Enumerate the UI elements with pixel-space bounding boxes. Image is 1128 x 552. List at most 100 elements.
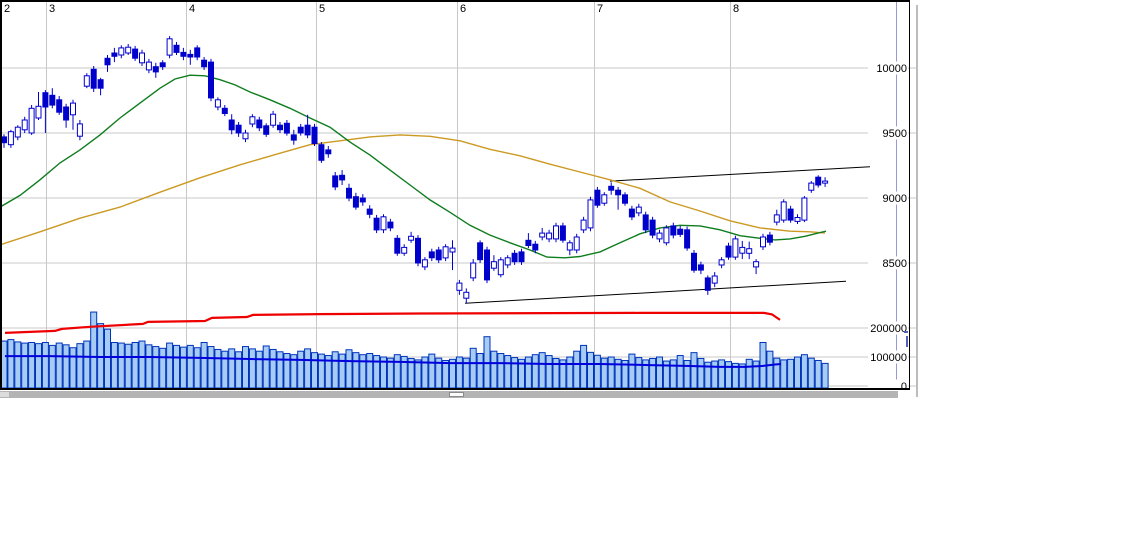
candle-down — [97, 79, 104, 89]
price-axis-label: 9500 — [883, 128, 907, 140]
candle-up — [380, 216, 387, 231]
horizontal-scrollbar[interactable] — [0, 391, 898, 398]
candle-down — [132, 48, 139, 59]
x-axis-label: 6 — [460, 3, 466, 15]
candle-down — [415, 237, 421, 264]
candle-up — [145, 61, 152, 71]
candle-up — [421, 259, 428, 268]
volume-bar — [338, 353, 346, 389]
candle-down — [318, 144, 325, 161]
x-axis-label: 2 — [4, 3, 10, 15]
volume-bar — [373, 355, 381, 389]
volume-bar — [235, 351, 243, 389]
volume-bar — [455, 356, 463, 389]
volume-bar — [683, 359, 691, 389]
candle-down — [518, 251, 525, 263]
volume-bar — [352, 352, 360, 389]
candle-down — [435, 249, 442, 261]
candle-up — [214, 99, 221, 108]
volume-axis-label: 200000 — [870, 323, 907, 335]
volume-bar — [110, 342, 118, 389]
candle-up — [566, 242, 573, 251]
volume-bar — [573, 350, 581, 389]
candle-down — [511, 252, 518, 263]
candle-up — [270, 113, 277, 126]
volume-bar — [821, 362, 829, 389]
volume-bar — [55, 342, 63, 389]
candle-down — [297, 126, 304, 134]
candle-down — [477, 242, 484, 261]
price-axis-label-bg — [868, 126, 908, 140]
volume-bar — [580, 344, 588, 389]
volume-bar — [442, 359, 450, 389]
volume-bar — [48, 344, 56, 389]
candle-up — [249, 116, 256, 125]
volume-bar — [269, 348, 277, 389]
candle-down — [283, 122, 290, 134]
candle-down — [208, 61, 214, 99]
price-axis-label: 9000 — [883, 193, 907, 205]
candle-down — [691, 252, 697, 271]
candle-up — [442, 246, 449, 259]
long-moving-average-line — [0, 134, 826, 246]
volume-bar — [248, 348, 256, 389]
price-axis-label: 8500 — [883, 258, 907, 270]
axis-stray-mark — [904, 331, 908, 333]
scrollbar-thumb[interactable] — [449, 392, 464, 397]
candle-up — [449, 247, 456, 253]
candle-down — [180, 51, 187, 57]
candle-down — [359, 197, 366, 203]
candle-down — [235, 124, 242, 134]
volume-bar — [752, 360, 760, 389]
volume-bar — [469, 347, 477, 389]
volume-bar — [538, 352, 546, 389]
candle-up — [125, 46, 132, 54]
candle-down — [670, 225, 677, 236]
candle-down — [684, 229, 691, 249]
volume-bar — [207, 346, 215, 389]
candle-up — [456, 282, 463, 291]
volume-bar — [531, 354, 539, 389]
candle-down — [173, 44, 180, 53]
volume-bar — [304, 348, 312, 389]
volume-bar — [104, 328, 111, 389]
volume-bar — [635, 357, 643, 389]
candle-down — [428, 251, 435, 259]
candle-up — [573, 236, 580, 251]
volume-bar — [69, 347, 77, 389]
volume-bar — [159, 347, 167, 389]
x-axis-label: 5 — [319, 3, 325, 15]
candle-down — [594, 189, 601, 206]
volume-bar — [345, 349, 353, 389]
candle-down — [277, 124, 283, 131]
candle-down — [608, 185, 615, 191]
volume-bar — [414, 359, 422, 389]
volume-bar — [628, 353, 636, 389]
candle-down — [484, 249, 490, 281]
x-axis-label: 3 — [49, 3, 55, 15]
volume-bar — [511, 357, 519, 389]
volume-bar — [649, 357, 657, 389]
volume-bar — [587, 351, 594, 389]
frame-shadow — [916, 5, 918, 397]
volume-bar — [7, 339, 15, 389]
volume-bar — [28, 342, 36, 389]
volume-bar — [200, 342, 208, 389]
volume-bar — [97, 323, 105, 389]
candle-down — [1, 136, 7, 144]
candle-up — [760, 236, 766, 248]
candle-up — [635, 206, 642, 214]
scrollbar-left-box[interactable] — [0, 392, 9, 397]
candle-up — [166, 38, 173, 56]
volume-bar — [600, 357, 608, 389]
volume-axis-label-bg — [868, 321, 908, 335]
volume-bar — [545, 355, 553, 389]
volume-bar — [179, 346, 187, 389]
candle-down — [187, 53, 194, 58]
candle-up — [490, 261, 497, 269]
volume-bar — [697, 357, 705, 389]
candle-down — [49, 94, 56, 106]
volume-bar — [173, 344, 180, 389]
volume-bar — [718, 359, 726, 389]
